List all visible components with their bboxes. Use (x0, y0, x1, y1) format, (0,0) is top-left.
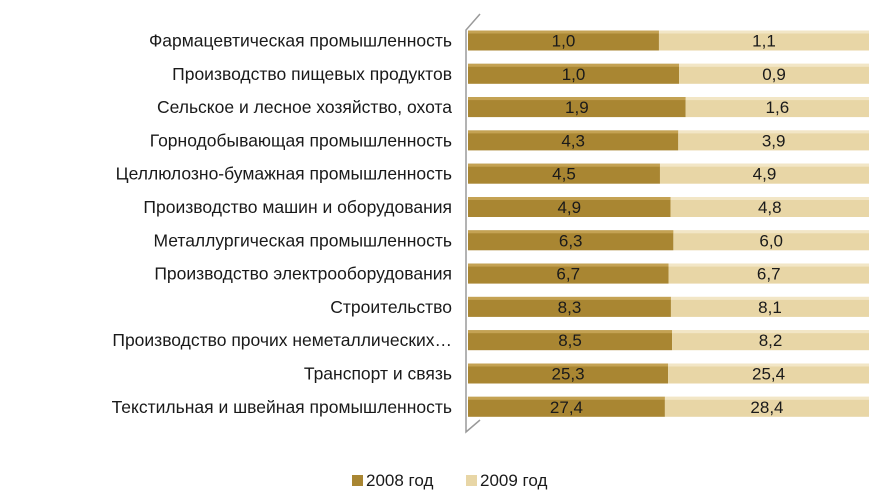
value-label-2009: 3,9 (762, 131, 786, 150)
bar-2008-highlight (468, 363, 669, 367)
value-label-2008: 1,0 (552, 32, 576, 51)
value-label-2009: 6,7 (757, 265, 781, 284)
value-label-2009: 1,1 (752, 32, 776, 51)
bar-2008-highlight (468, 396, 665, 400)
bar-2008-highlight (468, 130, 679, 134)
legend-label: 2008 год (366, 471, 433, 490)
bar-2008 (468, 363, 669, 384)
bar-2009 (664, 396, 869, 417)
bar-2009 (670, 197, 869, 217)
bar-2008 (468, 263, 669, 284)
category-label: Фармацевтическая промышленность (149, 31, 452, 51)
bar-2008-highlight (468, 230, 674, 234)
bar-2009 (670, 296, 869, 317)
bar-2008 (468, 197, 671, 217)
bar-2009 (668, 263, 869, 284)
category-label: Производство машин и оборудования (143, 197, 452, 217)
bar-2008-highlight (468, 63, 680, 67)
value-label-2008: 8,5 (558, 331, 582, 350)
bar-2008-highlight (468, 263, 669, 267)
value-label-2008: 6,3 (559, 231, 583, 250)
value-label-2009: 6,0 (759, 231, 783, 250)
value-label-2008: 1,0 (562, 65, 586, 84)
value-label-2008: 1,9 (565, 98, 589, 117)
bar-2009-highlight (679, 63, 869, 67)
legend-swatch (352, 475, 363, 486)
category-label: Металлургическая промышленность (153, 230, 452, 250)
value-label-2008: 4,3 (561, 131, 585, 150)
legend: 2008 год 2009 год (352, 471, 547, 490)
bar-2009 (668, 363, 869, 384)
bar-2009-highlight (670, 197, 869, 200)
bar-2008 (468, 163, 660, 184)
category-label: Сельское и лесное хозяйство, охота (157, 97, 452, 117)
legend-swatch (466, 475, 477, 486)
category-label: Строительство (330, 297, 452, 317)
bar-2008 (468, 97, 686, 118)
legend-label: 2009 год (480, 471, 547, 490)
bar-2008-highlight (468, 97, 686, 101)
value-label-2009: 0,9 (762, 65, 786, 84)
axis-wall (465, 13, 481, 434)
bar-2009-highlight (658, 30, 869, 34)
bar-2009 (673, 230, 869, 251)
value-label-2009: 28,4 (750, 398, 783, 417)
category-label: Производство пищевых продуктов (172, 64, 452, 84)
value-label-2008: 4,5 (552, 165, 576, 184)
value-label-2009: 4,8 (758, 198, 782, 217)
bar-2008-highlight (468, 163, 660, 167)
category-label: Целлюлозно-бумажная промышленность (116, 164, 452, 184)
bar-2009 (685, 97, 869, 118)
bar-2008-highlight (468, 30, 659, 34)
bar-2008 (468, 63, 680, 84)
value-label-2008: 6,7 (556, 265, 580, 284)
bar-2009-highlight (685, 97, 869, 101)
value-label-2009: 8,1 (758, 298, 782, 317)
bar-2009-highlight (668, 263, 869, 267)
bar-2008 (468, 296, 671, 317)
bar-2009-highlight (664, 396, 869, 400)
value-label-2008: 4,9 (557, 198, 581, 217)
bar-2009 (679, 63, 869, 84)
category-label: Транспорт и связь (304, 364, 452, 384)
value-label-2008: 27,4 (550, 398, 583, 417)
bar-2008 (468, 396, 665, 417)
bar-2008 (468, 330, 673, 351)
value-label-2008: 25,3 (552, 365, 585, 384)
bar-2009-highlight (672, 330, 869, 334)
bar-2009 (678, 130, 869, 151)
bar-2009 (659, 163, 869, 184)
value-label-2008: 8,3 (558, 298, 582, 317)
bar-2008 (468, 30, 659, 51)
bar-2008-highlight (468, 330, 673, 334)
category-label: Текстильная и швейная промышленность (112, 397, 452, 417)
value-label-2009: 1,6 (766, 98, 790, 117)
bar-2009-highlight (670, 296, 869, 300)
value-label-2009: 8,2 (759, 331, 783, 350)
bar-2009-highlight (673, 230, 869, 234)
category-label: Горнодобывающая промышленность (150, 130, 452, 150)
bar-2008-highlight (468, 296, 671, 300)
bar-2008 (468, 130, 679, 151)
bar-2008 (468, 230, 674, 251)
bar-2009-highlight (668, 363, 869, 367)
bar-2009-highlight (659, 163, 869, 167)
category-label: Производство прочих неметаллических… (112, 330, 452, 350)
value-label-2009: 25,4 (752, 365, 785, 384)
bar-2009 (658, 30, 869, 51)
value-label-2009: 4,9 (753, 165, 777, 184)
category-label: Производство электрооборудования (154, 264, 452, 284)
bar-2008-highlight (468, 197, 671, 200)
bar-2009-highlight (678, 130, 869, 134)
bar-2009 (672, 330, 869, 351)
